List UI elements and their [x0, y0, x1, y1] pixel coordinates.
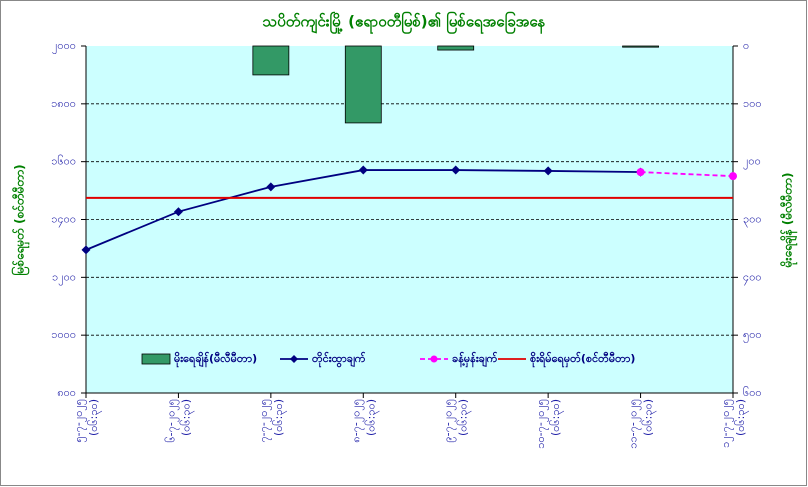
- x-tick-time: (၀၆:၃၀): [457, 399, 472, 436]
- marker: [636, 168, 645, 177]
- x-tick-label: ၉-၇-၂၀၂၅: [442, 399, 457, 443]
- bar: [252, 45, 290, 76]
- bar: [344, 45, 382, 124]
- x-tick-label: ၅-၇-၂၀၂၅: [72, 399, 87, 443]
- y-tick-label: ၁၈၀၀: [51, 97, 76, 110]
- x-tick-time: (၀၆:၃၀): [272, 399, 287, 436]
- x-tick-time: (၀၆:၃၀): [734, 399, 749, 436]
- x-tick-label: ၇-၇-၂၀၂၅: [257, 399, 272, 443]
- marker: [81, 245, 91, 255]
- x-tick-label: ၆-၇-၂၀၂၅: [164, 399, 179, 443]
- x-tick-time: (၀၆:၃၀): [549, 399, 564, 436]
- marker: [729, 172, 737, 181]
- marker: [173, 207, 183, 217]
- x-tick-label: ၁၁-၇-၂၀၂၅: [627, 399, 642, 449]
- legend-label: တိုင်းထွာချက်: [312, 351, 366, 368]
- y2-tick-label: ၁၀၀: [743, 97, 762, 110]
- x-tick-time: (၀၆:၃၀): [642, 399, 657, 436]
- x-tick-time: (၀၆:၃၀): [87, 399, 102, 436]
- y-tick-label: ၁၀၀၀: [51, 328, 76, 341]
- y2-tick-label: ၅၀၀: [743, 328, 762, 343]
- x-tick-label: ၈-၇-၂၀၂၅: [349, 399, 364, 443]
- y2-tick-label: ၀: [743, 39, 749, 52]
- legend-swatch: [141, 353, 171, 365]
- legend-label: ခန့်မှန်းချက်: [452, 351, 498, 368]
- marker: [266, 182, 276, 192]
- y-tick-label: ၁၂၀၀: [52, 270, 76, 285]
- bar: [437, 45, 475, 51]
- y2-tick-label: ၄၀၀: [743, 270, 762, 285]
- y-axis-title: မြစ်ရေမှတ် (စင်တီမီတာ): [10, 164, 31, 275]
- y-tick-label: ၁၆၀၀: [51, 155, 76, 168]
- y-tick-label: ၈၀၀: [57, 386, 76, 399]
- y2-axis-title: မိုးရေချိန် (မီလီမီတာ): [779, 173, 799, 269]
- legend-label: မိုးရေချိန်(မီလီမီတာ): [174, 351, 257, 368]
- marker: [451, 165, 461, 175]
- y2-tick-label: ၆၀၀: [743, 386, 762, 399]
- marker: [543, 166, 553, 176]
- y-tick-label: ၂၀၀၀: [52, 39, 76, 54]
- legend-marker: [430, 355, 438, 363]
- y2-tick-label: ၃၀၀: [743, 213, 762, 228]
- x-tick-label: ၁၂-၇-၂၀၂၅: [719, 399, 734, 448]
- legend-label: စိုးရိမ်ရေမှတ်(စင်တီမီတာ): [530, 351, 635, 368]
- x-tick-label: ၁၀-၇-၂၀၂၅: [534, 399, 549, 449]
- legend-marker: [290, 355, 298, 363]
- bar: [622, 45, 659, 48]
- y-tick-label: ၁၄၀၀: [51, 213, 76, 228]
- x-tick-time: (၀၆:၃၀): [179, 399, 194, 436]
- marker: [358, 165, 368, 175]
- y2-tick-label: ၂၀၀: [743, 155, 761, 170]
- x-tick-time: (၀၆:၃၀): [364, 399, 379, 436]
